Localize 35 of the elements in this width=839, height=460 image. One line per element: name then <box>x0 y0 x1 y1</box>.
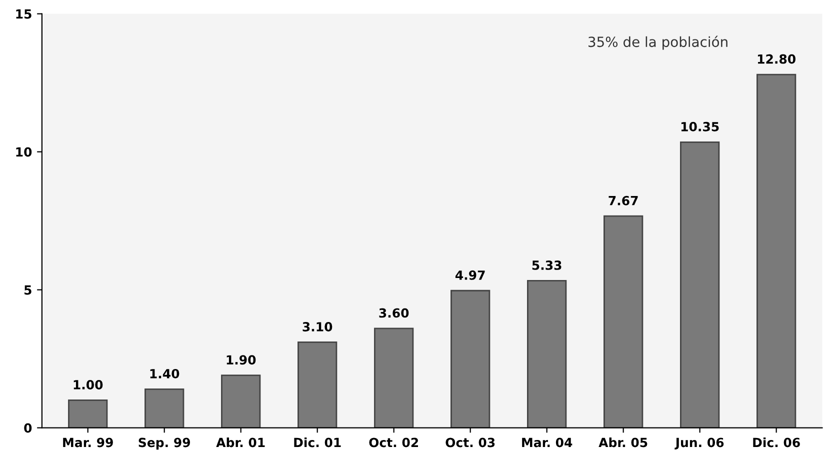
y-tick-label: 5 <box>24 285 32 295</box>
data-label: 5.33 <box>532 260 562 270</box>
data-label: 3.60 <box>379 308 409 318</box>
bar <box>144 388 184 428</box>
x-tick-label: Oct. 03 <box>446 438 495 448</box>
y-tick-label: 0 <box>24 423 32 433</box>
x-tick-label: Abr. 01 <box>216 438 265 448</box>
bar <box>68 400 108 428</box>
x-tick-label: Dic. 01 <box>294 438 341 448</box>
data-label: 1.00 <box>74 380 103 390</box>
x-tick-label: Mar. 04 <box>522 438 572 448</box>
y-tick-label: 15 <box>16 9 32 19</box>
data-label: 3.10 <box>302 322 332 332</box>
data-label: 12.80 <box>758 54 796 64</box>
bar <box>450 290 490 428</box>
y-tick-label: 10 <box>16 147 32 157</box>
data-label: 4.97 <box>455 270 485 280</box>
bar <box>374 328 414 428</box>
annotation: 35% de la población <box>588 36 728 50</box>
x-tick-label: Sep. 99 <box>138 438 190 450</box>
data-label: 1.40 <box>150 368 180 378</box>
bar <box>680 141 720 428</box>
x-tick-label: Dic. 06 <box>753 438 800 448</box>
bar <box>221 374 261 428</box>
data-label: 1.90 <box>226 355 256 365</box>
bar <box>298 342 338 428</box>
data-label: 7.67 <box>608 196 638 206</box>
data-label: 10.35 <box>681 122 719 132</box>
bar <box>527 280 567 428</box>
x-tick-label: Jun. 06 <box>674 438 724 450</box>
x-tick-label: Oct. 02 <box>369 438 418 448</box>
x-tick-label: Mar. 99 <box>63 438 113 448</box>
bar <box>604 215 644 428</box>
bar <box>756 74 796 428</box>
x-tick-label: Abr. 05 <box>598 438 648 448</box>
